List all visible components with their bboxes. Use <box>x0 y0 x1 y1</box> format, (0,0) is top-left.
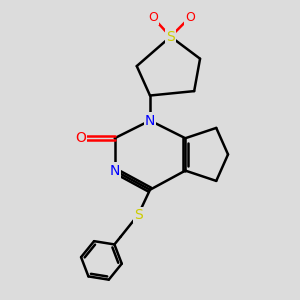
Text: S: S <box>134 208 142 222</box>
Text: S: S <box>166 30 175 44</box>
Text: O: O <box>75 131 86 145</box>
Text: N: N <box>110 164 120 178</box>
Text: O: O <box>148 11 158 24</box>
Text: N: N <box>145 114 155 128</box>
Text: O: O <box>185 11 195 24</box>
